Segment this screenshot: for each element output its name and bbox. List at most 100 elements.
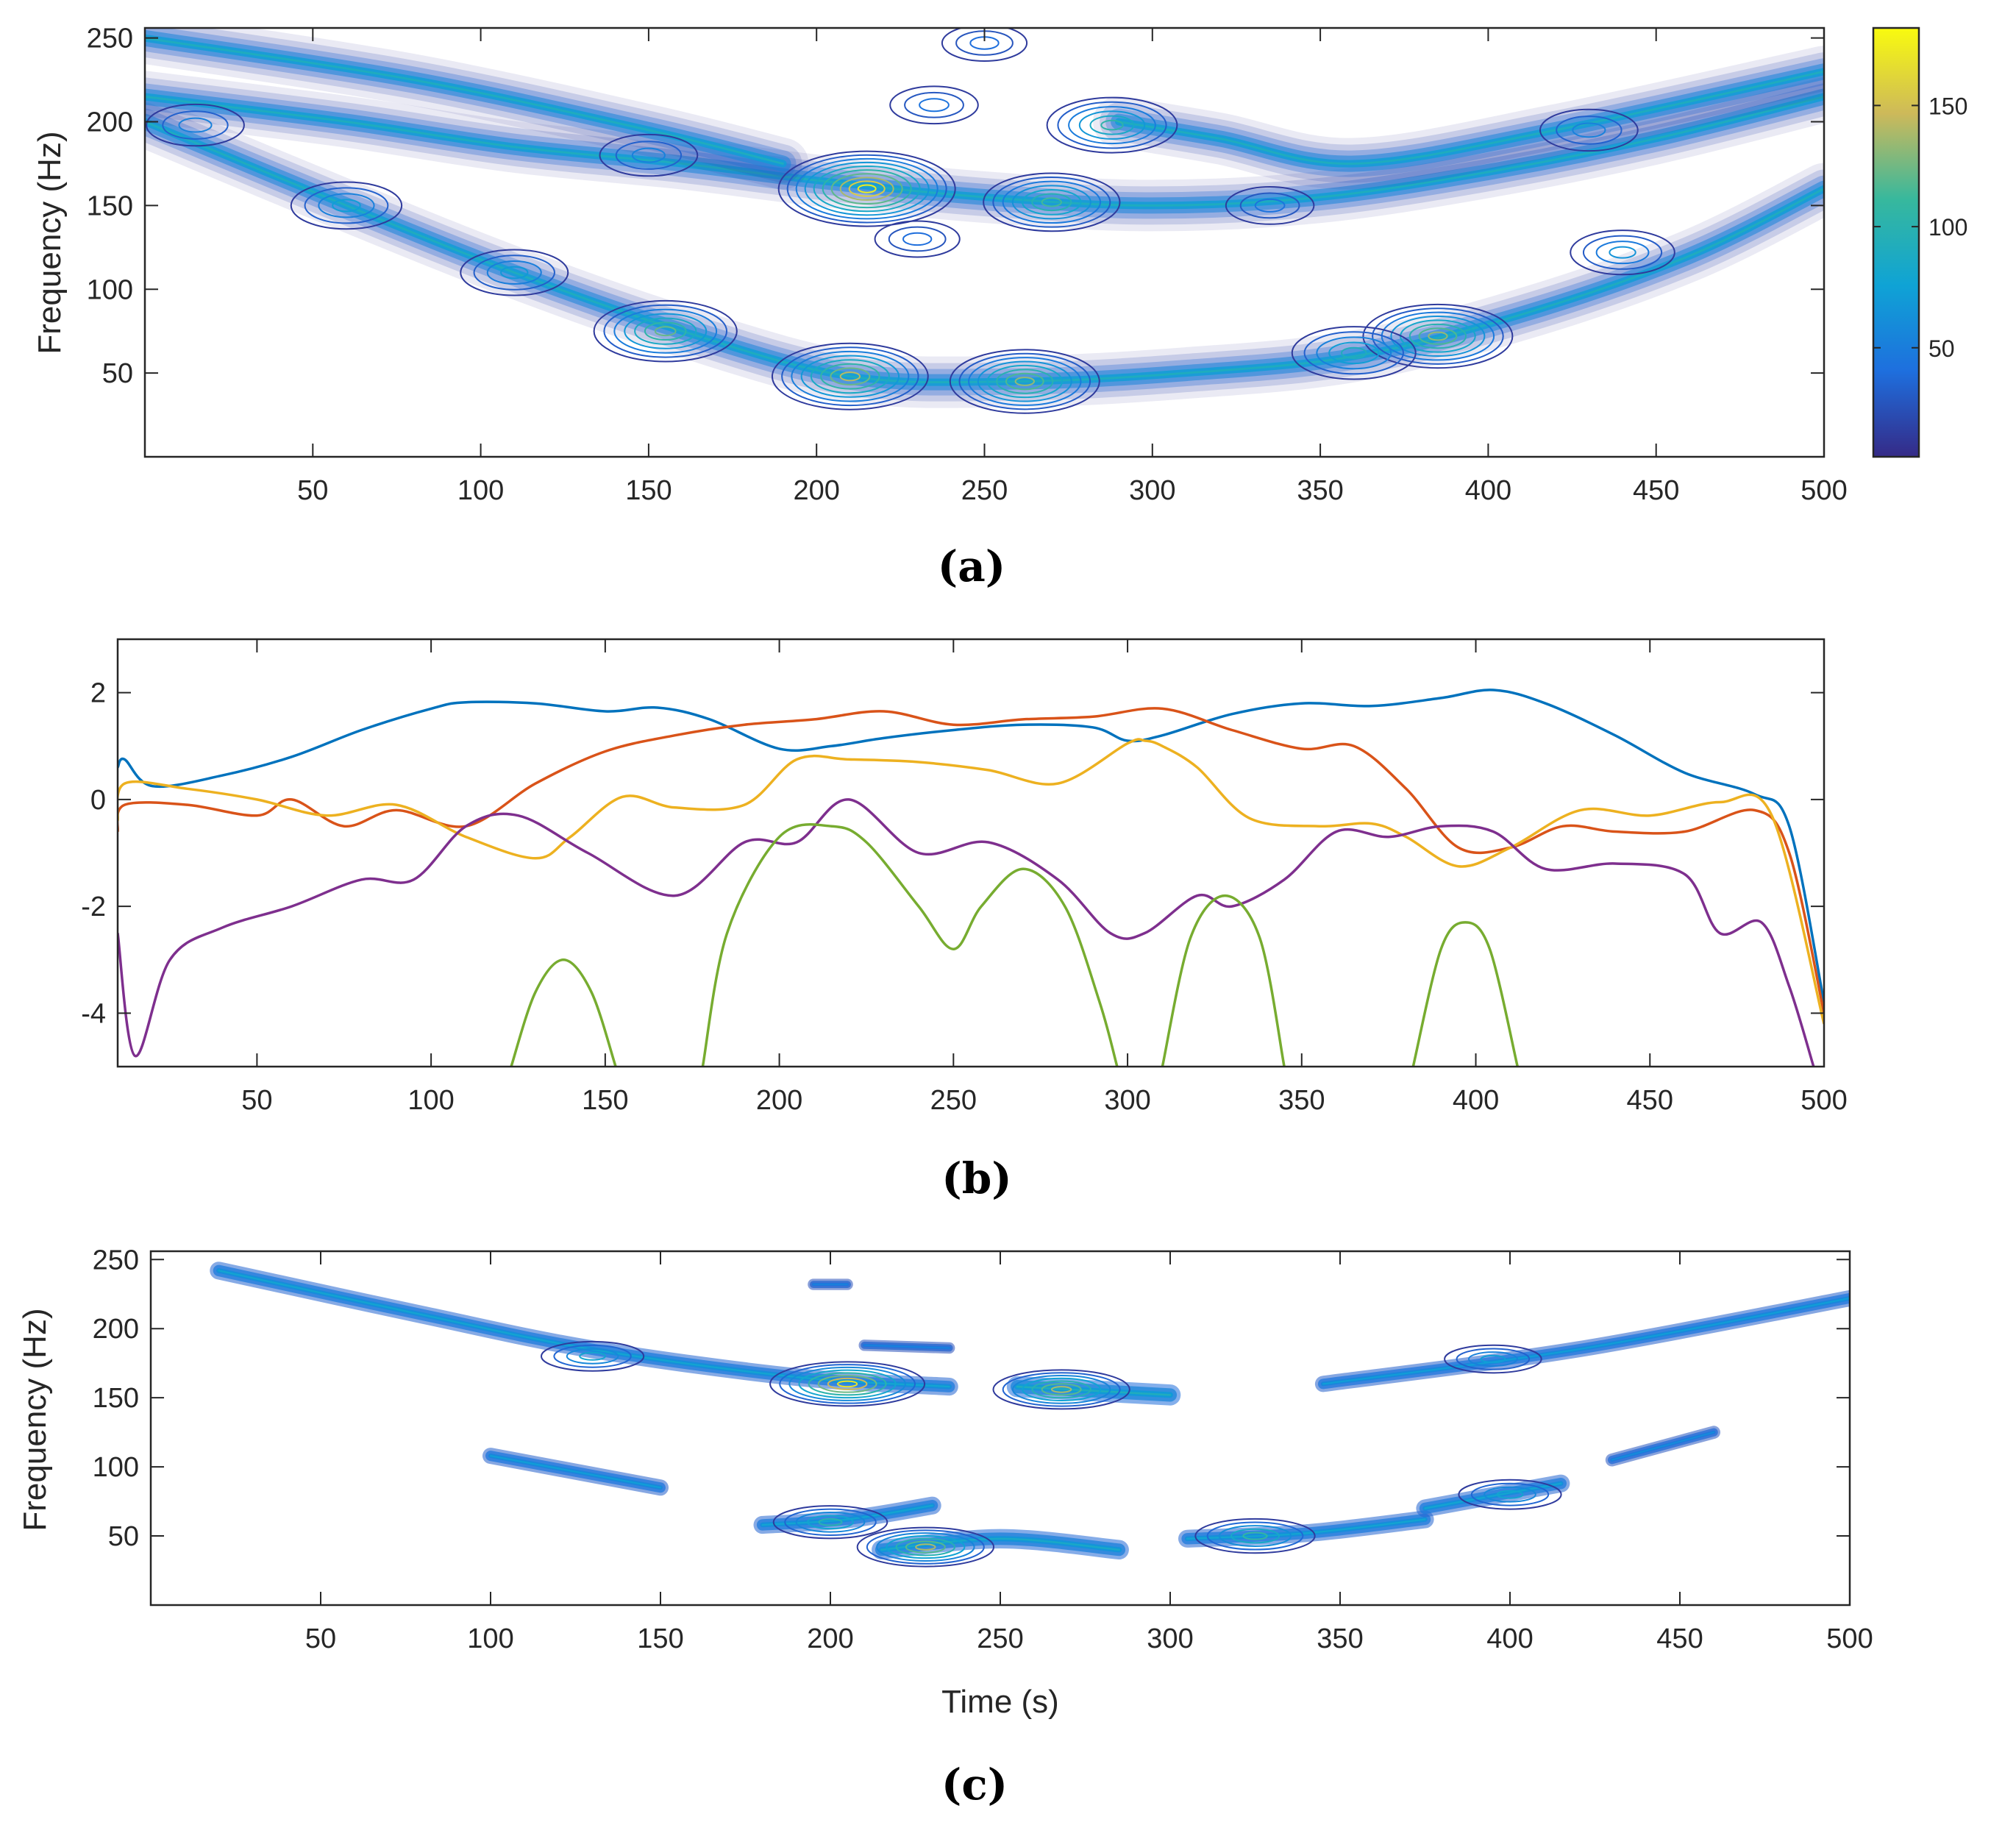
a-hotspot-contour: [839, 371, 861, 382]
c-hotspot-contour: [886, 1534, 966, 1559]
c-ridge-contour: [1611, 1431, 1714, 1461]
a-hotspot-contour: [1328, 341, 1380, 365]
colorbar-tick-label: 100: [1928, 214, 1967, 241]
a-hotspot-contour: [791, 350, 910, 402]
panel-a-contours: [145, 28, 1824, 414]
a-hotspot-contour: [1041, 197, 1063, 207]
c-x-tick-label: 100: [467, 1623, 513, 1654]
a-hotspot-contour: [603, 304, 728, 358]
panel-a-y-ticks: 50 100 150 200 250: [87, 24, 1824, 389]
a-y-tick-label: 250: [87, 24, 133, 54]
series-line-5: [701, 823, 1119, 1067]
c-ridge-contour: [880, 1537, 1120, 1551]
series-line-2: [118, 707, 1824, 1014]
c-ridge-contour: [761, 1504, 933, 1526]
c-hotspot-contour: [818, 1518, 843, 1526]
a-hotspot-contour: [889, 85, 979, 125]
a-hotspot-contour: [820, 363, 880, 390]
panel-b-y-ticks: 2 0 -2 -4: [81, 678, 1824, 1029]
c-hotspot-contour: [807, 1515, 854, 1530]
series-line-5: [1161, 894, 1286, 1067]
a-hotspot-contour: [874, 220, 961, 258]
a-x-tick-label: 450: [1633, 475, 1679, 506]
a-hotspot-contour: [460, 249, 569, 296]
c-hotspot-contour: [1022, 1377, 1102, 1401]
panel-c-x-axis-title: Time (s): [941, 1684, 1059, 1720]
a-ridge-contour: [145, 121, 1824, 384]
a-hotspot-contour: [992, 177, 1111, 228]
a-hotspot-contour: [615, 140, 683, 170]
c-y-tick-label: 150: [93, 1383, 139, 1414]
c-y-tick-label: 200: [93, 1314, 139, 1345]
c-hotspot-contour: [541, 1340, 645, 1372]
panel-b-axes-box: [116, 638, 1826, 1068]
c-hotspot-contour: [1041, 1383, 1082, 1396]
a-hotspot-contour: [813, 166, 921, 213]
panel-b-line-chart: 50 100 150 200 250 300 350 400 450 500 2 0 -2 -4 (b): [81, 638, 1848, 1203]
panel-b-plot-area: [118, 639, 1824, 1067]
a-hotspot-contour: [1046, 96, 1178, 154]
a-hotspot-contour: [786, 154, 947, 224]
a-hotspot-contour: [1609, 246, 1636, 259]
b-x-tick-label: 250: [930, 1085, 977, 1116]
c-x-tick-label: 350: [1317, 1623, 1363, 1654]
a-hotspot-contour: [1570, 230, 1675, 276]
a-hotspot-contour: [777, 150, 956, 227]
a-hotspot-contour: [949, 349, 1100, 414]
a-hotspot-contour: [1340, 346, 1367, 359]
c-x-tick-label: 200: [807, 1623, 853, 1654]
a-x-tick-label: 400: [1465, 475, 1511, 506]
a-hotspot-contour: [968, 357, 1082, 406]
c-ridge-contour: [1322, 1297, 1850, 1385]
panel-c-contours: [210, 1262, 1850, 1568]
panel-a-colorbar-ticks: 50 100 150: [1873, 93, 1967, 362]
a-hotspot-contour: [146, 103, 245, 147]
a-y-tick-label: 50: [102, 358, 133, 389]
b-x-tick-label: 300: [1104, 1085, 1150, 1116]
a-y-tick-label: 200: [87, 107, 133, 138]
b-x-tick-label: 450: [1627, 1085, 1673, 1116]
a-hotspot-contour: [486, 260, 542, 285]
b-y-tick-label: -4: [81, 998, 106, 1029]
series-line-5: [510, 958, 617, 1067]
c-hotspot-contour: [1218, 1525, 1292, 1547]
a-hotspot-contour: [1556, 115, 1623, 145]
a-hotspot-contour: [1316, 336, 1392, 370]
panel-c-y-ticks: 50 100 150 200 250: [93, 1245, 1850, 1552]
c-x-tick-label: 250: [977, 1623, 1023, 1654]
colorbar-tick-label: 150: [1928, 93, 1967, 119]
panel-c-y-axis-title: Frequency (Hz): [17, 1308, 53, 1531]
a-hotspot-contour: [500, 266, 529, 280]
a-hotspot-contour: [304, 187, 389, 224]
a-hotspot-contour: [941, 28, 1028, 62]
a-hotspot-contour: [1068, 106, 1156, 145]
panel-a-x-ticks: 50 100 150 200 250 300 350 400 450 500: [297, 28, 1848, 506]
series-line-5: [1411, 921, 1520, 1067]
c-hotspot-contour: [1242, 1531, 1268, 1540]
a-hotspot-contour: [800, 355, 900, 398]
b-y-tick-label: 0: [90, 785, 106, 816]
a-hotspot-contour: [1011, 185, 1091, 220]
c-x-tick-label: 150: [637, 1623, 683, 1654]
a-ridge-contour: [145, 37, 784, 165]
a-hotspot-contour: [654, 326, 677, 337]
c-hotspot-contour: [1194, 1518, 1316, 1554]
a-hotspot-contour: [848, 180, 886, 197]
a-hotspot-contour: [1005, 372, 1044, 391]
a-ridge-contour: [1117, 70, 1824, 166]
b-x-tick-label: 400: [1453, 1085, 1499, 1116]
b-x-tick-label: 500: [1800, 1085, 1847, 1116]
a-hotspot-contour: [986, 364, 1064, 399]
c-hotspot-contour: [1002, 1372, 1121, 1407]
b-x-tick-label: 50: [241, 1085, 272, 1116]
panel-a-contour-chart: 50 100 150 200 250 300 350 400 450 500 50 100 150 20…: [32, 24, 1967, 591]
c-hotspot-contour: [579, 1351, 606, 1361]
a-hotspot-contour: [1408, 323, 1467, 349]
c-hotspot-contour: [784, 1508, 877, 1536]
a-hotspot-contour: [888, 226, 947, 252]
a-hotspot-contour: [1372, 307, 1504, 365]
series-line-4: [118, 798, 1815, 1067]
a-hotspot-contour: [1303, 331, 1404, 375]
panel-b-label: (b): [941, 1153, 1011, 1203]
